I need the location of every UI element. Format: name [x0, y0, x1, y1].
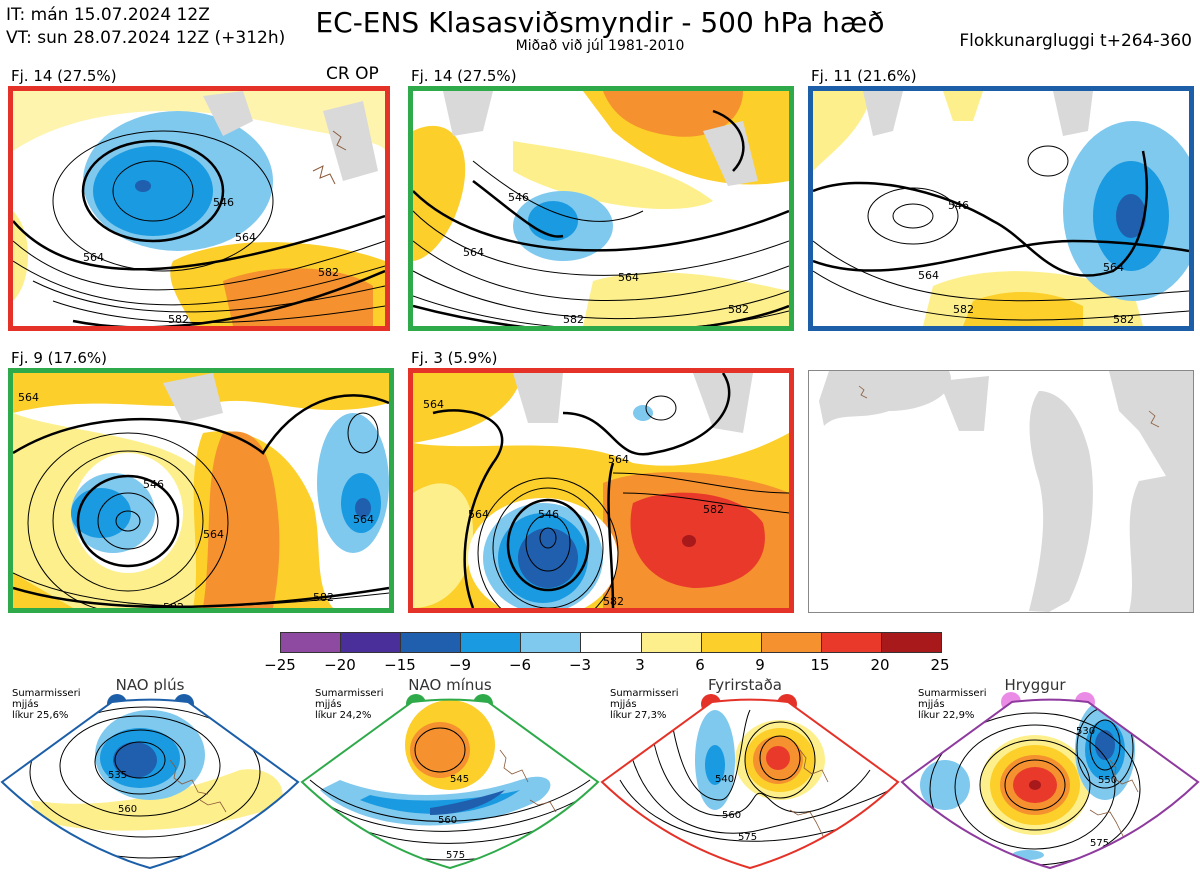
colorbar-tick: −6 — [508, 656, 532, 674]
contour-label: 560 — [118, 804, 137, 815]
contour-label: 546 — [538, 508, 559, 521]
panel-3-label: Fj. 11 (21.6%) — [811, 67, 917, 85]
colorbar-tick: −3 — [568, 656, 592, 674]
regime-1-map: 535 560 — [0, 690, 300, 871]
contour-label: 582 — [168, 313, 189, 326]
colorbar-tick: 20 — [870, 656, 890, 674]
cluster-map-3: 546 564 564 582 582 — [808, 86, 1194, 331]
panel-5-label: Fj. 3 (5.9%) — [411, 349, 498, 367]
contour-label: 564 — [353, 513, 374, 526]
contour-label: 564 — [83, 251, 104, 264]
contour-label: 582 — [603, 595, 624, 608]
contour-label: 560 — [722, 810, 741, 821]
contour-label: 575 — [1090, 838, 1109, 849]
regime-4-map: 530 550 575 — [900, 690, 1200, 871]
colorbar-tick: −15 — [384, 656, 416, 674]
colorbar-segment — [460, 633, 521, 652]
page-title: EC-ENS Klasasviðsmyndir - 500 hPa hæð — [315, 6, 885, 39]
contour-label: 564 — [468, 508, 489, 521]
regime-3-info: Sumarmisseri mjjás líkur 27,3% — [610, 688, 679, 721]
contour-label: 530 — [1076, 726, 1095, 737]
contour-label: 582 — [313, 591, 334, 604]
contour-label: 564 — [918, 269, 939, 282]
contour-label: 582 — [703, 503, 724, 516]
colorbar-tick: 3 — [635, 656, 645, 674]
colorbar-tick: −9 — [448, 656, 472, 674]
contour-label: 564 — [608, 453, 629, 466]
regime-1-title: NAO plús — [115, 676, 185, 694]
contour-label: 582 — [953, 303, 974, 316]
colorbar-segment — [700, 633, 761, 652]
colorbar-segment — [520, 633, 581, 652]
colorbar-tick: −20 — [324, 656, 356, 674]
contour-label: 560 — [438, 815, 457, 826]
colorbar-segment — [640, 633, 701, 652]
page-subtitle: Miðað við júl 1981-2010 — [515, 38, 685, 54]
empty-basemap — [808, 370, 1194, 613]
contour-label: 564 — [618, 271, 639, 284]
contour-label: 582 — [728, 303, 749, 316]
contour-label: 564 — [203, 528, 224, 541]
colorbar-segment — [880, 633, 942, 652]
panel-1-label: Fj. 14 (27.5%) — [11, 67, 117, 85]
contour-label: 582 — [563, 313, 584, 326]
contour-label: 575 — [738, 832, 757, 843]
colorbar-tick: −25 — [264, 656, 296, 674]
regime-4-info: Sumarmisseri mjjás líkur 22,9% — [918, 688, 987, 721]
regime-2-title: NAO mínus — [408, 676, 492, 694]
colorbar — [280, 632, 942, 653]
contour-label: 545 — [450, 774, 469, 785]
contour-label: 546 — [508, 191, 529, 204]
contour-label: 564 — [235, 231, 256, 244]
contour-label: 546 — [143, 478, 164, 491]
contour-label: 582 — [318, 266, 339, 279]
colorbar-segment — [820, 633, 881, 652]
colorbar-tick: 15 — [810, 656, 830, 674]
colorbar-tick: 6 — [695, 656, 705, 674]
cluster-map-5: 564 564 546 564 582 582 — [408, 368, 794, 613]
contour-label: 546 — [948, 199, 969, 212]
contour-label: 564 — [463, 246, 484, 259]
colorbar-tick: 25 — [930, 656, 950, 674]
cluster-map-1: 546 564 564 582 582 — [8, 86, 390, 331]
contour-label: 535 — [108, 770, 127, 781]
colorbar-segment — [580, 633, 641, 652]
cluster-map-2: 546 564 564 582 582 — [408, 86, 794, 331]
regime-3-map: 540 560 575 — [600, 690, 900, 871]
contour-label: 550 — [1098, 775, 1117, 786]
panel-2-label: Fj. 14 (27.5%) — [411, 67, 517, 85]
colorbar-segment — [340, 633, 401, 652]
contour-label: 582 — [1113, 313, 1134, 326]
colorbar-segment — [281, 633, 341, 652]
regime-2-map: 545 560 575 — [300, 690, 600, 871]
classification-window: Flokkunargluggi t+264-360 — [959, 31, 1192, 51]
contour-label: 564 — [423, 398, 444, 411]
panel-1-tag: CR OP — [326, 64, 379, 84]
contour-label: 582 — [163, 601, 184, 608]
colorbar-segment — [760, 633, 821, 652]
contour-label: 564 — [1103, 261, 1124, 274]
panel-4-label: Fj. 9 (17.6%) — [11, 349, 107, 367]
contour-label: 564 — [18, 391, 39, 404]
contour-label: 575 — [446, 850, 465, 861]
init-time: IT: mán 15.07.2024 12Z — [6, 5, 210, 25]
contour-label: 540 — [715, 774, 734, 785]
regime-1-info: Sumarmisseri mjjás líkur 25,6% — [12, 688, 81, 721]
header-info: IT: mán 15.07.2024 12Z VT: sun 28.07.202… — [6, 4, 285, 50]
colorbar-tick: 9 — [755, 656, 765, 674]
regime-2-info: Sumarmisseri mjjás líkur 24,2% — [315, 688, 384, 721]
valid-time: VT: sun 28.07.2024 12Z (+312h) — [6, 28, 286, 48]
colorbar-segment — [400, 633, 461, 652]
regime-3-title: Fyrirstaða — [708, 676, 782, 694]
cluster-map-4: 564 546 564 564 582 582 — [8, 368, 394, 613]
regime-4-title: Hryggur — [1004, 676, 1066, 694]
contour-label: 546 — [213, 196, 234, 209]
